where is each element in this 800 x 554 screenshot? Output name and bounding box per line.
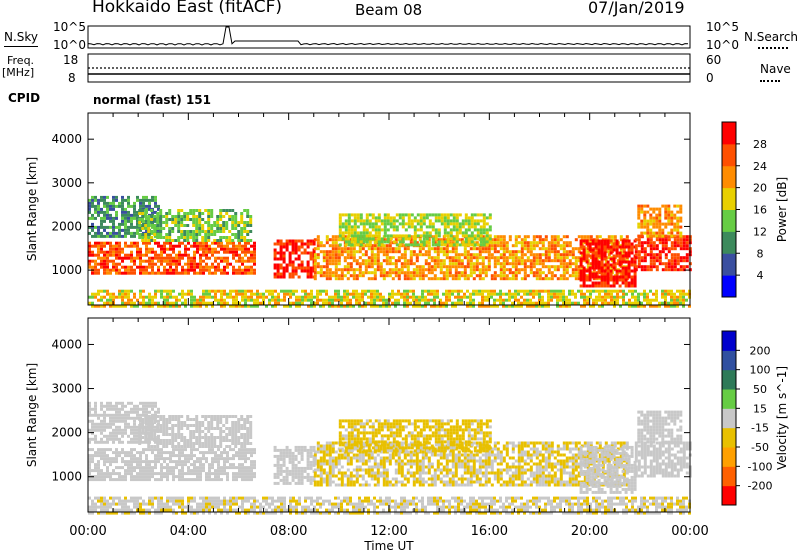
colorbar-tick-label: 12 (753, 225, 767, 238)
y-axis-label: Slant Range [km] (25, 157, 39, 261)
colorbar-segment (722, 122, 736, 145)
echo-region (138, 415, 253, 448)
x-tick-label: 08:00 (270, 524, 307, 539)
colorbar-tick-label: 16 (753, 204, 767, 217)
nsky-trace (87, 26, 689, 46)
radar-title: Hokkaido East (fitACF) (92, 0, 283, 17)
colorbar-segment (722, 331, 736, 351)
colorbar-segment (722, 369, 736, 390)
colorbar-tick-label: 24 (753, 160, 767, 173)
nsky-frame (87, 25, 691, 49)
colorbar-segment (722, 427, 736, 448)
nsearch-tick-bottom: 10^0 (706, 38, 739, 52)
colorbar-segment (722, 143, 736, 167)
colorbar-segment (722, 165, 736, 189)
colorbar-segment (722, 209, 736, 232)
y-tick-label: 4000 (51, 337, 82, 351)
freq-tick-top: 18 (63, 53, 79, 67)
x-axis-label: Time UT (363, 539, 414, 553)
y-axis-label: Slant Range [km] (25, 363, 39, 467)
y-tick-label: 1000 (51, 470, 82, 484)
x-tick-label: 00:00 (69, 524, 106, 539)
colorbar-tick-label: -100 (748, 460, 773, 473)
freq-unit: [MHz] (2, 66, 35, 79)
nsky-tick-bottom: 10^0 (53, 38, 86, 52)
nave-tick-bottom: 0 (706, 71, 714, 85)
x-tick-label: 04:00 (170, 524, 207, 539)
echo-region (88, 289, 691, 308)
beam-label: Beam 08 (355, 1, 423, 19)
y-tick-label: 4000 (51, 132, 82, 146)
power-colorbar: 4 8 12 16 20 24 28 Power [dB] (721, 121, 789, 298)
colorbar-tick-label: 100 (750, 364, 771, 377)
colorbar-segment (722, 187, 736, 210)
colorbar-segment (722, 275, 736, 298)
nsky-underline (4, 46, 38, 47)
colorbar-tick-label: 8 (757, 247, 764, 260)
colorbar-tick-label: 200 (750, 344, 771, 357)
echo-region (579, 239, 637, 288)
nave-tick-top: 60 (706, 53, 722, 67)
colorbar-label: Velocity [m s^-1] (775, 366, 789, 470)
colorbar-frame (721, 330, 737, 506)
power-panel: 1000 2000 3000 4000 Slant Range [km] (25, 112, 692, 308)
colorbar-tick-label: 28 (753, 138, 767, 151)
nsky-tick-top: 10^5 (53, 20, 86, 34)
colorbar-segment (722, 447, 736, 467)
colorbar-tick-label: -50 (751, 441, 769, 454)
colorbar-tick-label: -200 (748, 480, 773, 493)
echo-region (138, 209, 253, 242)
colorbar-segment (722, 350, 736, 371)
colorbar-segment (722, 485, 736, 506)
freq-label: Freq. (7, 54, 35, 67)
nsearch-label: N.Search (744, 30, 799, 44)
colorbar-tick-label: 20 (753, 182, 767, 195)
y-tick-label: 2000 (51, 219, 82, 233)
time-axis: 00:00 04:00 08:00 12:00 16:00 20:00 00:00 Time … (69, 524, 708, 553)
x-tick-label: 16:00 (471, 524, 508, 539)
cpid-value: normal (fast) 151 (93, 93, 211, 107)
colorbar-segment (722, 466, 736, 487)
date-label: 07/Jan/2019 (588, 0, 685, 17)
echo-region (637, 410, 683, 444)
nsearch-dots (758, 47, 788, 49)
colorbar-segment (722, 231, 736, 254)
colorbar-tick-label: 50 (753, 383, 767, 396)
x-tick-label: 20:00 (571, 524, 608, 539)
cpid-label: CPID (8, 91, 41, 105)
echo-region (338, 419, 492, 453)
x-tick-label: 12:00 (370, 524, 407, 539)
colorbar-segment (722, 253, 736, 276)
x-tick-label: 00:00 (671, 524, 708, 539)
echo-region (637, 204, 683, 238)
echo-region (634, 441, 692, 478)
echo-region (88, 241, 256, 275)
nsky-label: N.Sky (4, 30, 39, 44)
y-tick-label: 1000 (51, 263, 82, 277)
y-tick-label: 3000 (51, 176, 82, 190)
colorbar-label: Power [dB] (775, 177, 789, 242)
echo-region (273, 239, 316, 279)
colorbar-tick-label: 15 (753, 402, 767, 415)
status-frames (87, 25, 691, 83)
nsearch-tick-top: 10^5 (706, 20, 739, 34)
echo-region (88, 496, 691, 515)
y-tick-label: 3000 (51, 382, 82, 396)
colorbar-segment (722, 408, 736, 429)
colorbar-tick-label: -15 (751, 422, 769, 435)
colorbar-tick-label: 4 (757, 269, 764, 282)
nave-label: Nave (760, 62, 791, 76)
freq-tick-bottom: 8 (68, 71, 76, 85)
nave-dots (760, 80, 780, 82)
y-tick-label: 2000 (51, 426, 82, 440)
velocity-panel: 1000 2000 3000 4000 Slant Range [km] (25, 317, 692, 515)
colorbar-segment (722, 389, 736, 409)
echo-region (273, 445, 316, 485)
echo-region (338, 213, 492, 247)
